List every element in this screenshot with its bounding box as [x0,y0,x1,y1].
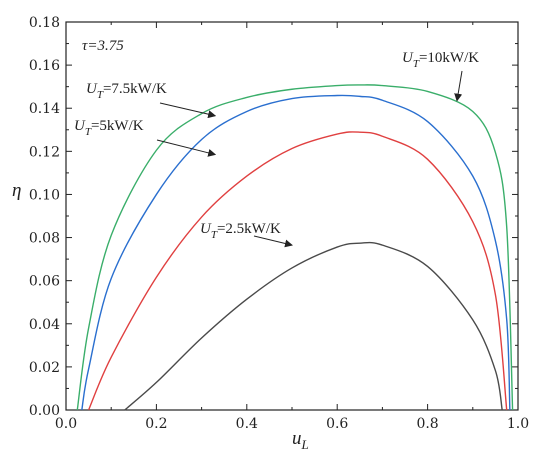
y-tick-label: 0.10 [29,187,60,203]
y-tick-label: 0.12 [29,144,60,160]
annotation-label-3: UT=7.5kW/K [86,81,167,101]
y-tick-label: 0.00 [29,403,60,419]
annotation-value: =7.5kW/K [103,81,167,97]
x-axis-label: uL [292,428,309,452]
x-axis-label-sub: L [301,437,309,452]
x-axis-label-main: u [292,428,302,449]
annotation-subscript: T [85,126,92,138]
axis-ticks: 0.0 0.2 0.4 0.6 0.8 1.0 0.00 0.02 0.04 0.06 0.08 0.… [29,15,529,432]
annotation-subscript: T [97,89,104,101]
annotation-arrow-2 [156,139,217,157]
series-line-1 [124,241,503,411]
y-tick-label: 0.14 [29,101,60,117]
y-axis-label: η [12,180,21,201]
y-tick-label: 0.08 [29,231,60,247]
y-tick-label: 0.18 [29,15,60,31]
x-tick-label: 0.4 [236,416,258,432]
y-tick-label: 0.16 [29,58,60,74]
series-line-4 [76,84,514,411]
annotation-symbol: U [402,50,414,66]
y-tick-label: 0.04 [29,317,60,333]
series-curves [76,84,514,411]
parameter-label: τ=3.75 [82,38,124,54]
curve-annotations: UT=2.5kW/KUT=5kW/KUT=7.5kW/KUT=10kW/K [74,50,479,248]
annotation-value: =5kW/K [91,118,144,134]
annotation-symbol: U [74,118,86,134]
annotation-arrow-1 [253,235,293,248]
annotation-value: =2.5kW/K [217,221,281,237]
annotation-subscript: T [211,229,218,241]
series-line-3 [81,94,511,411]
y-tick-label: 0.02 [29,360,60,376]
x-tick-label: 0.2 [145,416,167,432]
x-tick-label: 1.0 [507,416,529,432]
annotation-label-4: UT=10kW/K [402,50,479,70]
series-line-2 [87,131,508,411]
x-tick-label: 0.6 [326,416,348,432]
annotation-subscript: T [413,58,420,70]
x-tick-label: 0.0 [55,416,77,432]
annotation-symbol: U [86,81,98,97]
annotation-symbol: U [200,221,212,237]
annotation-label-1: UT=2.5kW/K [200,221,281,241]
annotation-label-2: UT=5kW/K [74,118,144,138]
x-tick-label: 0.8 [416,416,438,432]
annotation-arrow-4 [454,70,463,102]
annotation-value: =10kW/K [419,50,479,66]
annotation-arrow-3 [159,102,217,119]
y-tick-label: 0.06 [29,274,60,290]
